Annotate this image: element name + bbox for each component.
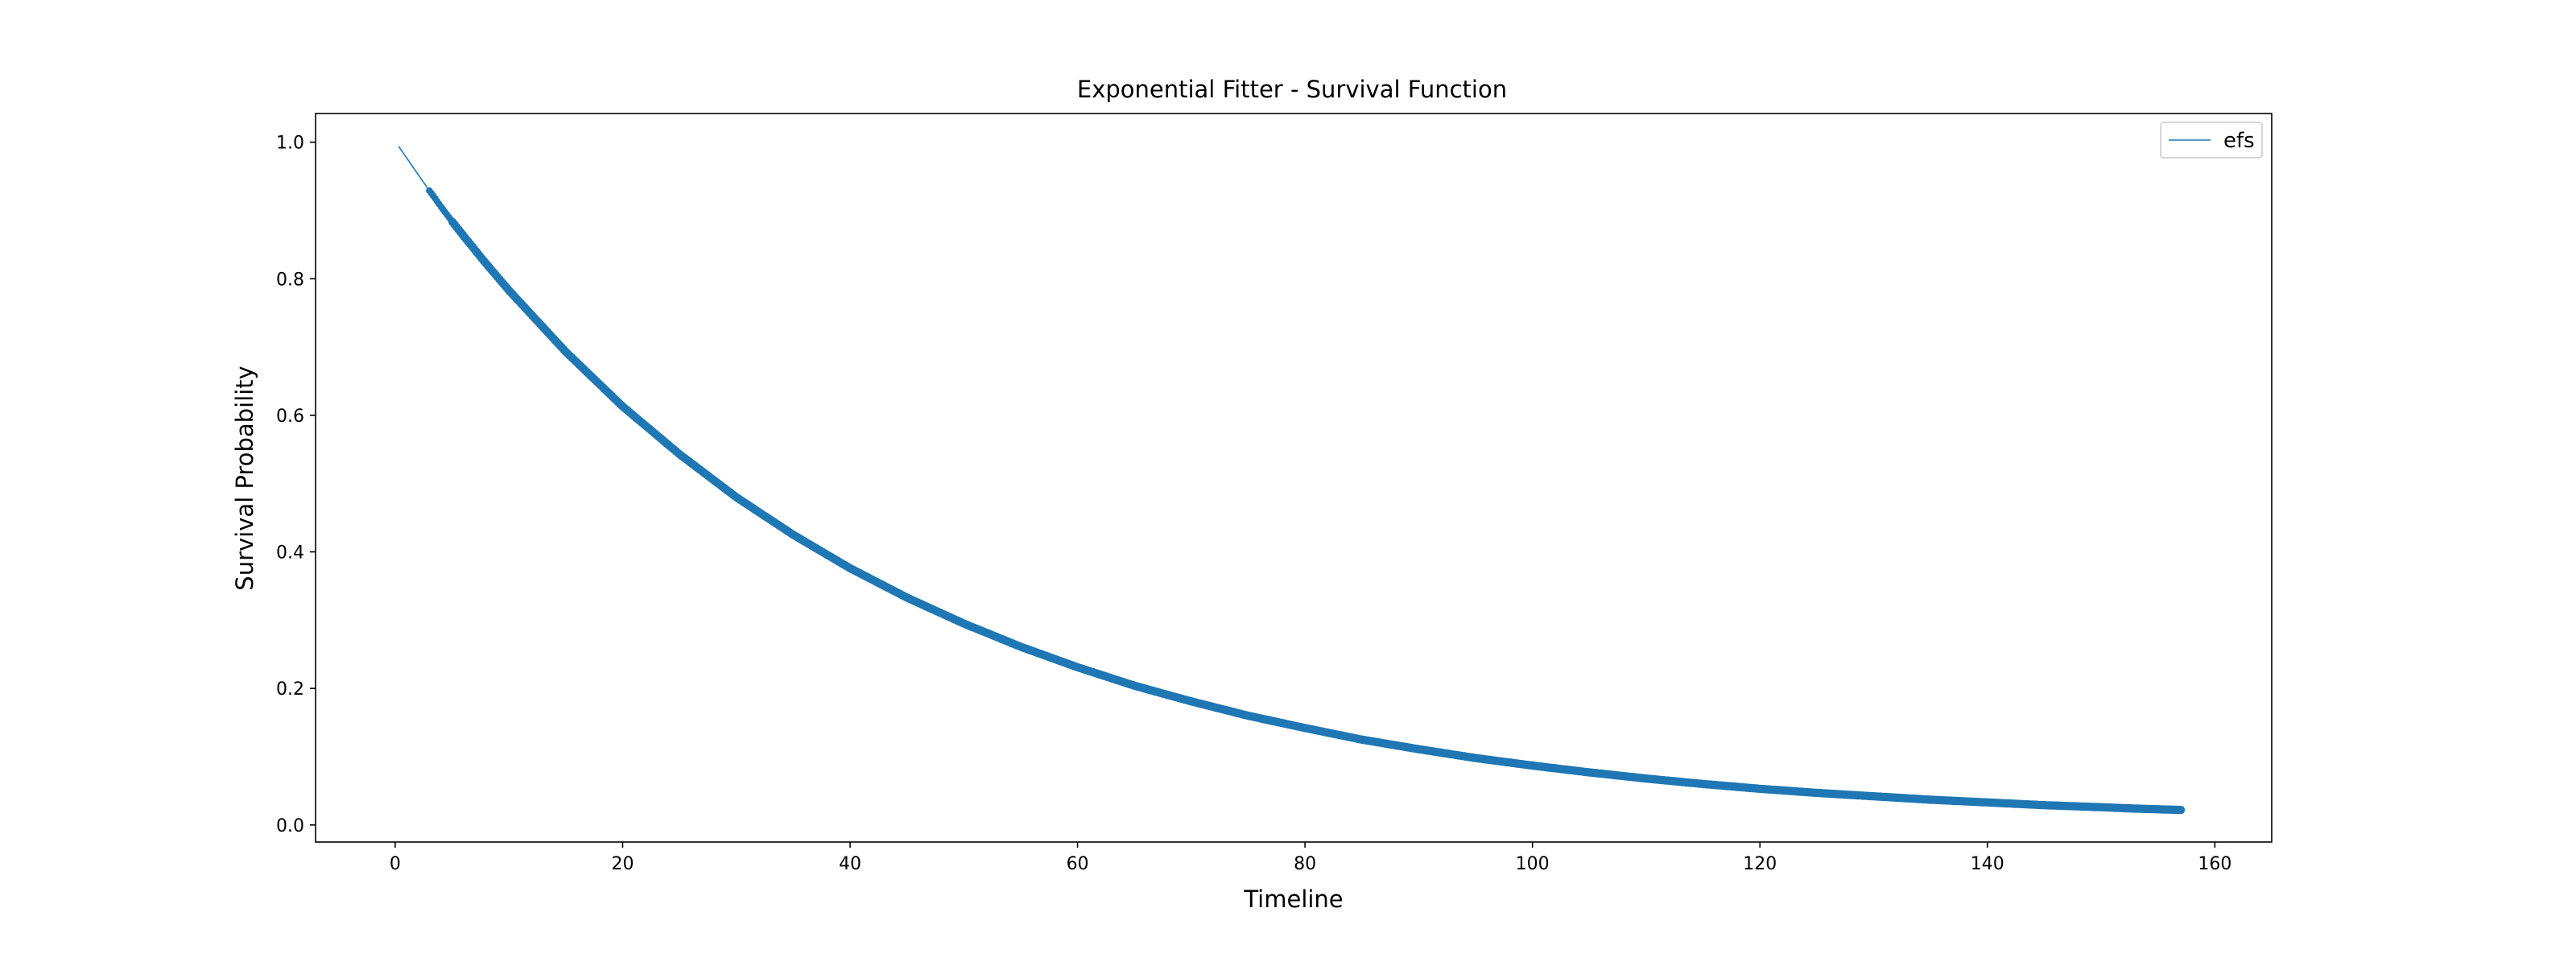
x-axis-ticks: 0 20 40 60 80 100 120 140 160 xyxy=(390,842,2231,874)
legend: efs xyxy=(2160,122,2263,159)
x-tick-label: 120 xyxy=(1743,854,1777,874)
y-tick-label: 0.2 xyxy=(276,679,304,700)
y-tick-label: 0.4 xyxy=(276,543,304,564)
plot-area: 0 20 40 60 80 100 120 140 160 0.0 0.2 0.4 0.6 0.8 1.0 xyxy=(276,113,2273,874)
y-axis-ticks: 0.0 0.2 0.4 0.6 0.8 1.0 xyxy=(276,134,316,836)
x-tick-label: 60 xyxy=(1067,854,1089,874)
y-tick-label: 1.0 xyxy=(276,134,304,154)
series-markers-efs xyxy=(426,187,2186,815)
series-layer xyxy=(398,146,2186,815)
y-tick-label: 0.8 xyxy=(276,270,304,290)
chart-title: Exponential Fitter - Survival Function xyxy=(1077,76,1507,103)
legend-label-efs: efs xyxy=(2223,129,2255,153)
x-axis-label: Timeline xyxy=(1243,886,1343,913)
legend-box xyxy=(2160,122,2263,159)
y-tick-label: 0.6 xyxy=(276,407,304,427)
x-tick-label: 80 xyxy=(1294,854,1316,874)
data-point xyxy=(2176,805,2186,815)
y-axis-label: Survival Probability xyxy=(231,365,258,590)
x-tick-label: 40 xyxy=(839,854,861,874)
plot-frame xyxy=(315,113,2273,843)
x-tick-label: 20 xyxy=(611,854,634,874)
y-tick-label: 0.0 xyxy=(276,816,304,836)
x-tick-label: 160 xyxy=(2198,854,2231,874)
x-tick-label: 100 xyxy=(1516,854,1550,874)
x-tick-label: 140 xyxy=(1971,854,2004,874)
x-tick-label: 0 xyxy=(390,854,401,874)
